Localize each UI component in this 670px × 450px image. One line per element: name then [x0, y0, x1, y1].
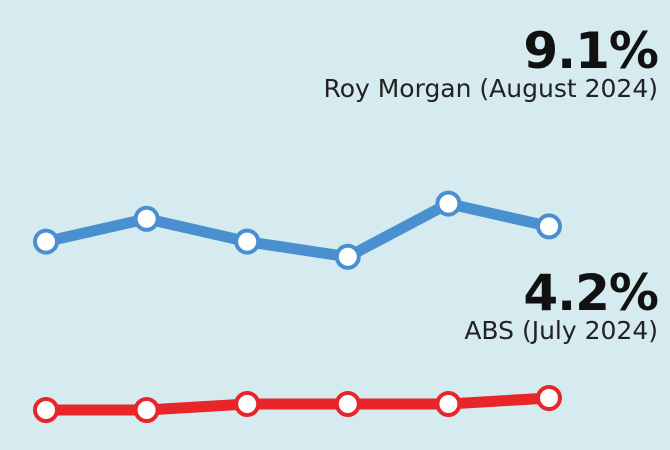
roy-morgan-data-point-1 [33, 228, 59, 255]
abs-headline-value: 4.2% [523, 264, 659, 322]
roy-morgan-series-label: Roy Morgan (August 2024) [323, 74, 658, 103]
abs-data-point-2 [133, 397, 160, 423]
abs-series-line [40, 392, 555, 416]
roy-morgan-series-line [40, 198, 555, 263]
abs-data-point-3 [234, 391, 261, 417]
roy-morgan-data-point-4 [334, 243, 361, 270]
abs-data-point-1 [33, 397, 59, 423]
abs-data-point-6 [536, 385, 562, 411]
abs-data-point-5 [435, 391, 462, 417]
abs-series-label: ABS (July 2024) [464, 316, 658, 345]
roy-morgan-headline-value: 9.1% [523, 22, 659, 80]
abs-data-point-4 [334, 391, 361, 417]
roy-morgan-data-point-5 [435, 190, 462, 217]
roy-morgan-data-point-6 [536, 213, 562, 240]
roy-morgan-data-point-3 [234, 228, 261, 255]
roy-morgan-data-point-2 [133, 205, 160, 232]
